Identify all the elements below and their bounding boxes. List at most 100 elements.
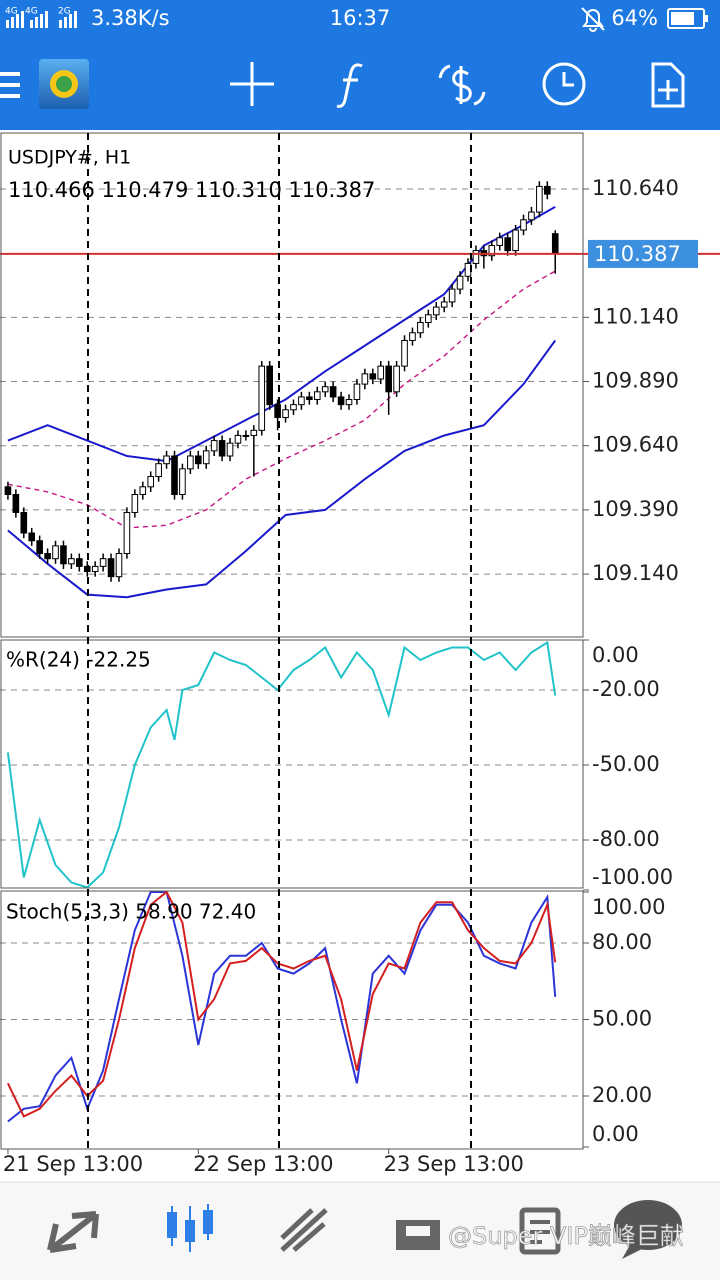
candle-body	[91, 565, 99, 573]
panel-frames	[0, 132, 584, 1150]
y-tick-label: 50.00	[592, 1007, 652, 1031]
indicators-button[interactable]	[336, 63, 363, 108]
candle-body	[123, 511, 131, 555]
candle-body	[179, 468, 186, 496]
y-tick-label: 110.640	[592, 176, 679, 200]
stoch-title: Stoch(5,3,3) 58.90 72.40	[6, 900, 256, 924]
candle-body	[187, 455, 194, 470]
candle-body	[520, 219, 527, 231]
candle-body	[544, 185, 551, 195]
crosshair-button[interactable]	[230, 62, 274, 106]
candle-body	[274, 404, 281, 418]
network: 4G	[25, 7, 38, 17]
candle-body	[115, 553, 123, 578]
wpr-title: %R(24) -22.25	[6, 648, 151, 672]
y-tick-label: -50.00	[592, 752, 660, 776]
candle-body	[329, 386, 337, 398]
menu-button[interactable]	[0, 72, 20, 98]
battery-icon	[667, 8, 708, 29]
candle-body	[298, 396, 305, 406]
candle-body	[448, 288, 456, 303]
candle-body	[44, 553, 51, 560]
indicator-line	[6, 891, 557, 1118]
candle-body	[68, 558, 75, 565]
candle-body	[345, 399, 353, 406]
indicator-line	[6, 640, 557, 888]
candle-body	[306, 396, 313, 401]
news-tab[interactable]	[519, 1207, 561, 1255]
candle-body	[409, 332, 416, 341]
candle-body	[496, 237, 504, 246]
y-tick-label: -100.00	[592, 865, 673, 889]
candle-body	[425, 314, 432, 323]
last-price-label: 110.387	[594, 242, 681, 266]
y-tick-label: 100.00	[592, 895, 665, 919]
candle-body	[401, 339, 408, 367]
candle-body	[250, 429, 258, 436]
candle-body	[20, 511, 28, 534]
candle-body	[313, 391, 321, 401]
candle-body	[361, 373, 369, 385]
candle-body	[456, 275, 464, 290]
network: 4G	[5, 7, 18, 17]
ohlc-readout: 110.466 110.479 110.310 110.387	[8, 178, 375, 202]
candle-body	[99, 558, 107, 567]
x-tick-label: 21 Sep 13:00	[3, 1152, 143, 1176]
candle-body	[369, 373, 377, 380]
candle-body	[266, 365, 273, 406]
indicator-line	[7, 891, 557, 1123]
candle-body	[551, 233, 559, 255]
candle-body	[36, 540, 43, 555]
network: 2G	[58, 7, 71, 17]
candle-body	[28, 532, 36, 542]
candle-body	[147, 476, 155, 488]
candle-body	[226, 442, 234, 457]
last-price-box	[588, 239, 698, 268]
app-logo[interactable]	[39, 59, 89, 109]
candle-body	[194, 455, 202, 465]
candle-body	[393, 365, 400, 393]
trade-tab[interactable]	[280, 1208, 328, 1252]
candle-body	[202, 450, 210, 465]
y-tick-label: 109.390	[592, 497, 679, 521]
history-nav-tab[interactable]	[396, 1220, 440, 1250]
clock: 16:37	[330, 6, 391, 30]
indicator-line	[7, 270, 556, 529]
candle-body	[4, 486, 12, 496]
trade-button[interactable]	[438, 64, 486, 106]
candle-body	[377, 365, 385, 380]
candle-body	[139, 486, 147, 496]
candle-body	[432, 306, 440, 316]
candle-body	[385, 365, 392, 393]
candle-body	[210, 440, 218, 452]
y-tick-label: 0.00	[592, 1122, 639, 1146]
candle-body	[290, 404, 297, 411]
history-button[interactable]	[542, 62, 586, 106]
candle-body	[52, 545, 59, 560]
new-order-button[interactable]	[651, 62, 685, 108]
candle-body	[536, 185, 543, 213]
candle-body	[218, 440, 226, 457]
candle-body	[171, 455, 178, 496]
y-tick-label: 109.890	[592, 369, 679, 393]
indicator-line	[7, 206, 556, 463]
candle-body	[504, 237, 511, 252]
chat-tab[interactable]	[614, 1200, 682, 1259]
candle-body	[155, 463, 162, 478]
candle-body	[76, 558, 83, 567]
candle-body	[353, 383, 361, 401]
battery-level: 64%	[611, 6, 658, 30]
candle-body	[488, 244, 496, 257]
y-tick-label: -20.00	[592, 677, 660, 701]
y-tick-label: -80.00	[592, 827, 660, 851]
signal-icon	[6, 11, 77, 28]
candle-body	[242, 434, 250, 437]
candle-body	[528, 211, 535, 221]
candle-body	[321, 386, 329, 393]
chart-title: USDJPY#, H1	[8, 147, 131, 169]
candle-body	[107, 558, 115, 578]
chart-tab[interactable]	[167, 1204, 213, 1252]
quotes-tab[interactable]	[47, 1211, 99, 1253]
